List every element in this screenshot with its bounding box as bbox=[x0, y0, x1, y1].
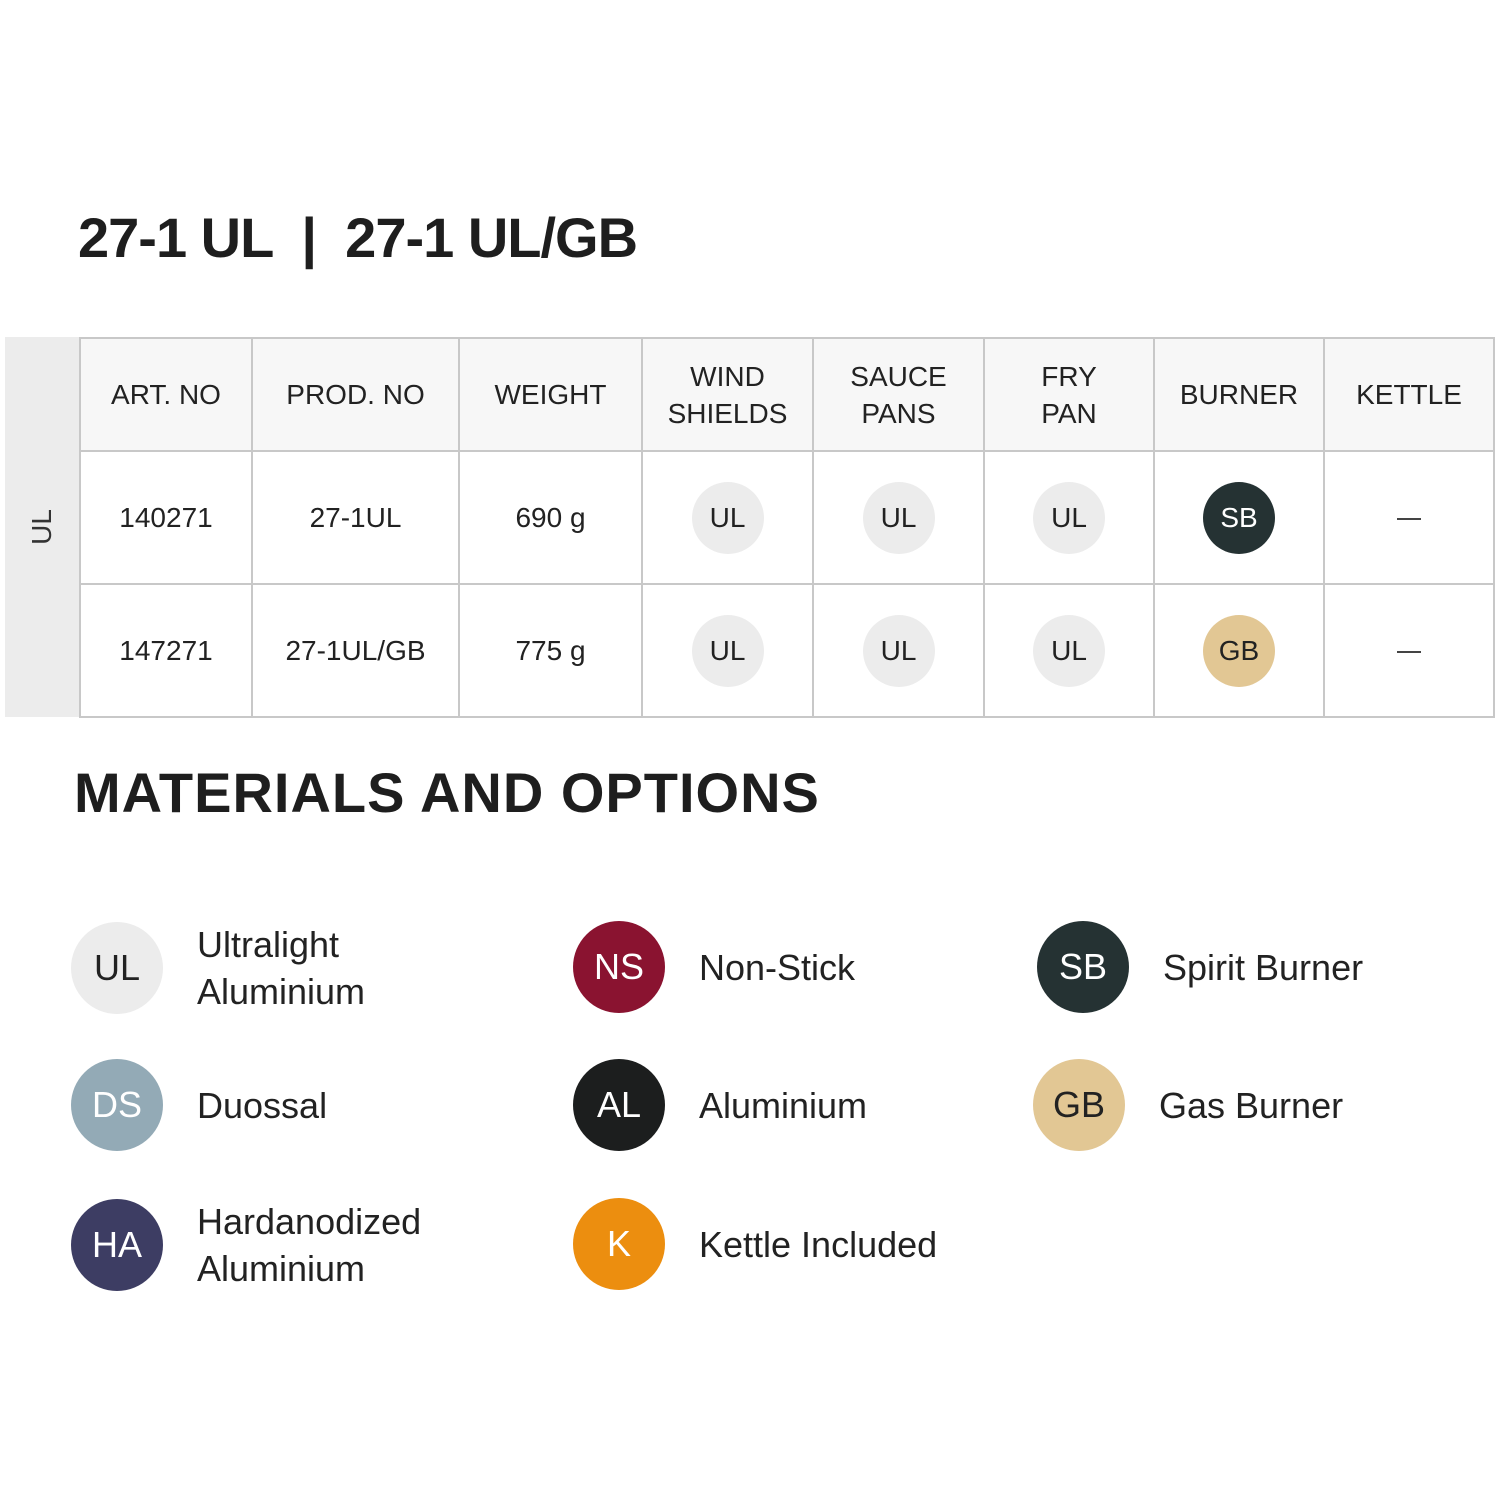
side-label-text: UL bbox=[26, 509, 57, 545]
legend-badge: UL bbox=[71, 922, 163, 1014]
page-title: 27-1 UL | 27-1 UL/GB bbox=[78, 206, 638, 269]
kettle-none-dash bbox=[1397, 518, 1421, 521]
art-no: 140271 bbox=[79, 450, 253, 585]
legend-label: Duossal bbox=[197, 1084, 328, 1126]
legend-badge: GB bbox=[1033, 1059, 1125, 1151]
legend-label: Spirit Burner bbox=[1163, 946, 1364, 988]
legend-label: Aluminium bbox=[699, 1084, 868, 1126]
legend-label: Gas Burner bbox=[1159, 1084, 1344, 1126]
header-art-no: ART. NO bbox=[79, 337, 253, 452]
series-side-label: UL bbox=[5, 337, 79, 717]
material-badge-ul: UL bbox=[1033, 614, 1105, 687]
materials-heading: MATERIALS AND OPTIONS bbox=[74, 761, 820, 824]
legend-badge: AL bbox=[573, 1059, 665, 1151]
legend-badge: HA bbox=[71, 1199, 163, 1291]
table-header: ART. NO PROD. NO WEIGHT WIND SHIELDS SAU… bbox=[79, 337, 1495, 452]
legend-label: Non-Stick bbox=[699, 946, 856, 988]
weight: 775 g bbox=[458, 583, 643, 718]
weight: 690 g bbox=[458, 450, 643, 585]
legend-item-ha: HA Hardanodized Aluminium bbox=[71, 1198, 457, 1292]
legend-item-ns: NS Non-Stick bbox=[573, 921, 999, 1013]
header-weight: WEIGHT bbox=[458, 337, 643, 452]
legend-item-k: K Kettle Included bbox=[573, 1198, 1019, 1290]
header-wind-shields: WIND SHIELDS bbox=[641, 337, 814, 452]
header-kettle: KETTLE bbox=[1323, 337, 1495, 452]
prod-no: 27-1UL bbox=[251, 450, 460, 585]
legend-label: Kettle Included bbox=[699, 1223, 938, 1265]
material-badge-ul: UL bbox=[1033, 481, 1105, 554]
legend-badge: SB bbox=[1037, 921, 1129, 1013]
prod-no: 27-1UL/GB bbox=[251, 583, 460, 718]
spec-table: ART. NO PROD. NO WEIGHT WIND SHIELDS SAU… bbox=[79, 337, 1495, 718]
material-badge-ul: UL bbox=[862, 481, 935, 554]
legend-item-sb: SB Spirit Burner bbox=[1037, 921, 1463, 1013]
table-row: 140271 27-1UL 690 g UL UL UL SB bbox=[79, 450, 1495, 585]
legend-badge: K bbox=[573, 1198, 665, 1290]
legend-item-ds: DS Duossal bbox=[71, 1059, 497, 1151]
material-badge-ul: UL bbox=[691, 614, 764, 687]
burner-badge-sb: SB bbox=[1203, 481, 1275, 554]
legend-badge: DS bbox=[71, 1059, 163, 1151]
header-burner: BURNER bbox=[1153, 337, 1325, 452]
header-fry-pan: FRY PAN bbox=[983, 337, 1155, 452]
legend-label: Ultralight Aluminium bbox=[197, 924, 366, 1012]
legend-label: Hardanodized Aluminium bbox=[197, 1201, 422, 1289]
table-row: 147271 27-1UL/GB 775 g UL UL UL GB bbox=[79, 583, 1495, 718]
legend-item-al: AL Aluminium bbox=[573, 1059, 999, 1151]
material-badge-ul: UL bbox=[691, 481, 764, 554]
material-badge-ul: UL bbox=[862, 614, 935, 687]
header-prod-no: PROD. NO bbox=[251, 337, 460, 452]
legend-item-gb: GB Gas Burner bbox=[1033, 1059, 1459, 1151]
burner-badge-gb: GB bbox=[1203, 614, 1275, 687]
legend-item-ul: UL Ultralight Aluminium bbox=[71, 921, 417, 1015]
kettle-none-dash bbox=[1397, 651, 1421, 654]
header-sauce-pans: SAUCE PANS bbox=[812, 337, 985, 452]
art-no: 147271 bbox=[79, 583, 253, 718]
legend-badge: NS bbox=[573, 921, 665, 1013]
